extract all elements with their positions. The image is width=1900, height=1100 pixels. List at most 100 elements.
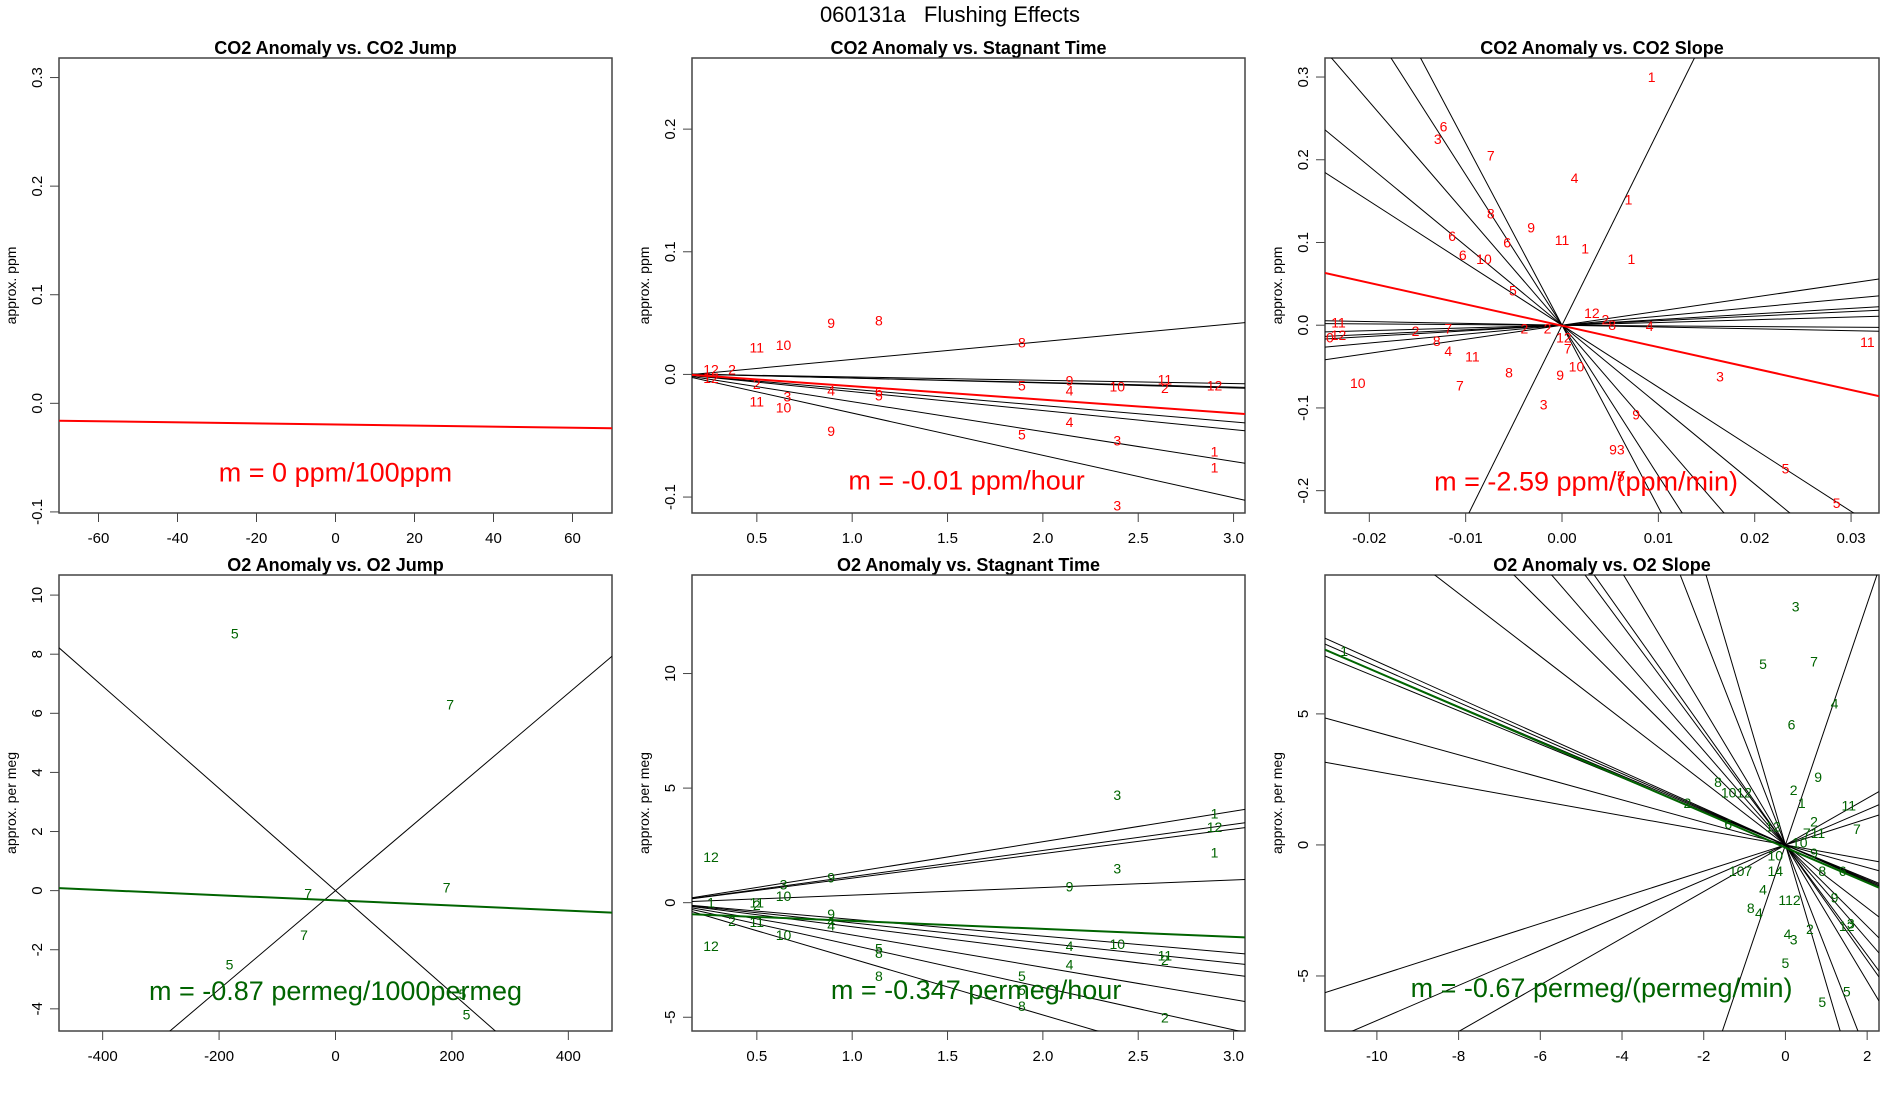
- data-point-label: 2: [753, 897, 761, 913]
- x-tick-label: -0.02: [1352, 530, 1386, 547]
- data-point-label: 2: [728, 913, 736, 929]
- data-point-label: 9: [1066, 373, 1074, 389]
- data-point-label: 1: [1340, 643, 1348, 659]
- figure-title: 060131a Flushing Effects: [819, 2, 1081, 27]
- data-point-label: 11: [750, 895, 765, 911]
- slope-annotation: m = -0.87 permeg/1000permeg: [149, 976, 522, 1006]
- data-point-label: 7: [1456, 378, 1464, 394]
- data-point-label: 9: [1632, 407, 1640, 423]
- plot-frame: [1324, 574, 1880, 1032]
- data-point-label: 9: [1527, 220, 1535, 236]
- data-point-label: 7: [443, 880, 451, 896]
- y-tick-label: 0.3: [29, 67, 46, 88]
- data-point-label: 10: [776, 337, 792, 353]
- regression-line: [1458, 791, 1879, 1031]
- data-point-label: 4: [1066, 957, 1074, 973]
- data-point-label: 5: [1833, 495, 1841, 511]
- data-point-label: 6: [1448, 228, 1456, 244]
- data-point-label: 12: [1207, 377, 1223, 393]
- data-point-label: 8: [1608, 317, 1616, 333]
- x-tick-label: -20: [246, 530, 268, 547]
- y-axis-label: approx. per meg: [1269, 752, 1285, 854]
- data-point-label: 5: [1782, 955, 1790, 971]
- regression-line: [1325, 323, 1879, 328]
- regression-line: [1390, 58, 1683, 513]
- data-point-label: 10: [1767, 847, 1783, 863]
- x-tick-label: -2: [1697, 1048, 1710, 1065]
- data-point-label: 4: [1784, 926, 1792, 942]
- regression-line: [1325, 129, 1791, 513]
- x-tick-label: 400: [556, 1048, 581, 1065]
- data-point-label: 3: [1434, 131, 1442, 147]
- y-tick-label: 0.0: [662, 364, 679, 385]
- data-point-label: 8: [875, 312, 883, 328]
- data-point-label: 4: [1646, 318, 1654, 334]
- y-tick-label: 5: [662, 784, 679, 792]
- data-point-label: 2: [1412, 323, 1420, 339]
- x-tick-label: -4: [1615, 1048, 1628, 1065]
- data-point-label: 12: [1207, 819, 1223, 835]
- data-point-label: 4: [1066, 414, 1074, 430]
- y-tick-label: 0.0: [29, 393, 46, 414]
- x-tick-label: 1.5: [937, 1048, 958, 1065]
- regression-line: [1679, 575, 1859, 1031]
- y-tick-label: 8: [29, 650, 46, 658]
- slope-annotation: m = -0.347 permeg/hour: [831, 975, 1121, 1005]
- data-point-label: 3: [1113, 860, 1121, 876]
- panel-title: CO2 Anomaly vs. CO2 Jump: [214, 38, 456, 58]
- x-tick-label: 0.5: [746, 530, 767, 547]
- data-point-label: 14: [1767, 863, 1783, 879]
- data-point-label: 1: [1581, 240, 1589, 256]
- y-tick-label: 0.1: [1295, 232, 1312, 253]
- x-tick-label: 2.5: [1128, 1048, 1149, 1065]
- data-point-label: 6: [1788, 716, 1796, 732]
- panel-title: CO2 Anomaly vs. CO2 Slope: [1480, 38, 1723, 58]
- data-point-label: 6: [1503, 234, 1511, 250]
- data-point-label: 11: [750, 393, 765, 409]
- y-tick-label: -2: [29, 943, 46, 956]
- regression-line: [692, 822, 1245, 899]
- data-point-label: 7: [300, 927, 308, 943]
- data-point-label: 12: [1584, 305, 1600, 321]
- plot-frame: [691, 574, 1246, 1032]
- plot-area: 5 7 7 7 7 5 5 5: [59, 626, 612, 1031]
- x-tick-label: 1.0: [842, 1048, 863, 1065]
- data-point-label: 12: [1839, 918, 1855, 934]
- x-tick-label: -8: [1452, 1048, 1465, 1065]
- regression-line: [692, 907, 1245, 1003]
- data-point-label: 1: [1648, 69, 1656, 85]
- regression-line: [692, 908, 1242, 1031]
- panel-o2-slope: O2 Anomaly vs. O2 Slope -10 -8 -6 -4 -2 0 2 -5 0 5…: [1269, 555, 1880, 1065]
- data-point-label: 5: [459, 986, 467, 1002]
- data-point-label: 4: [1759, 881, 1767, 897]
- y-tick-label: -0.1: [1295, 395, 1312, 421]
- regression-line: [692, 375, 1245, 432]
- data-point-label: 5: [1818, 994, 1826, 1010]
- x-tick-label: 60: [564, 530, 581, 547]
- x-tick-label: 0.00: [1547, 530, 1576, 547]
- data-point-label: 8: [1747, 900, 1755, 916]
- regression-line: [692, 808, 1245, 899]
- x-tick-label: 2.5: [1128, 530, 1149, 547]
- data-point-label: 7: [446, 696, 454, 712]
- data-point-label: 5: [875, 941, 883, 957]
- data-point-label: 6: [1724, 816, 1732, 832]
- data-point-label: 10: [1792, 834, 1808, 850]
- data-point-label: 112: [1778, 892, 1801, 908]
- y-tick-label: 0: [662, 899, 679, 907]
- x-tick-label: 2.0: [1032, 1048, 1053, 1065]
- y-tick-label: 0.2: [1295, 149, 1312, 170]
- data-point-label: 1: [1211, 444, 1219, 460]
- y-tick-label: 0.1: [662, 241, 679, 262]
- x-tick-label: 2.0: [1032, 530, 1053, 547]
- y-tick-label: 0.3: [1295, 67, 1312, 88]
- data-point-label: 8: [1714, 774, 1722, 790]
- data-point-label: 10: [776, 888, 792, 904]
- data-point-label: 4: [1831, 695, 1839, 711]
- data-point-label: 2: [1806, 921, 1814, 937]
- x-tick-label: -10: [1366, 1048, 1388, 1065]
- y-tick-label: 6: [29, 709, 46, 717]
- overall-fit-line: [692, 913, 1245, 939]
